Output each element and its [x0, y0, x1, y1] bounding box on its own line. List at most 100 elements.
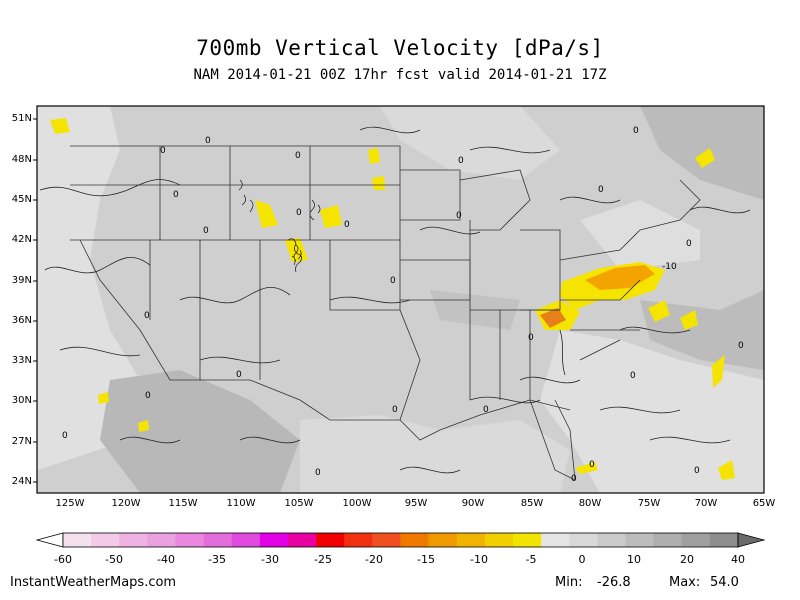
contour-label: 0 — [738, 341, 744, 351]
lon-label: 110W — [226, 498, 256, 509]
uplift-band-sea — [712, 355, 725, 388]
max-value: 54.0 — [710, 575, 739, 590]
colorbar-tick-label: -60 — [54, 553, 72, 566]
field-light-canada — [380, 106, 560, 180]
lat-label: 30N — [11, 395, 32, 406]
field-light-northeast — [580, 200, 700, 270]
uplift-band-dakota — [320, 205, 342, 228]
contour-label: 0 — [633, 126, 639, 136]
colorbar-tick-label: -20 — [365, 553, 383, 566]
colorbar-swatch — [344, 533, 373, 547]
lat-label: 48N — [11, 154, 32, 165]
colorbar-swatch — [147, 533, 176, 547]
colorbar-swatch — [288, 533, 317, 547]
colorbar-tick-label: 20 — [680, 553, 694, 566]
chart-title: 700mb Vertical Velocity [dPa/s] — [196, 36, 604, 60]
lat-label: 24N — [11, 476, 32, 487]
colorbar-swatch — [259, 533, 289, 547]
uplift-band-sea2 — [718, 460, 735, 480]
contour-label: 0 — [458, 156, 464, 166]
colorbar-tick-label: 0 — [578, 553, 586, 566]
contour-label: 0 — [390, 276, 396, 286]
min-label: Min: — [555, 575, 583, 590]
contour-label: 0 — [630, 371, 636, 381]
colorbar-swatch — [316, 533, 345, 547]
contour-label-negative: -10 — [662, 262, 677, 272]
contour-label: 0 — [315, 468, 321, 478]
contour-value-labels: 0 0 0 0 0 0 0 0 0 0 0 0 0 0 0 0 0 0 0 0 … — [62, 126, 744, 484]
field-dark-hudson — [640, 106, 764, 200]
colorbar-tick-label: -15 — [417, 553, 435, 566]
lon-label: 100W — [342, 498, 372, 509]
contour-label: 0 — [236, 370, 242, 380]
contour-label: 0 — [203, 226, 209, 236]
contour-label: 0 — [62, 431, 68, 441]
contour-label: 0 — [144, 311, 150, 321]
colorbar-arrow-high — [737, 532, 766, 548]
contour-label: 0 — [145, 391, 151, 401]
lon-label: 125W — [55, 498, 85, 509]
contour-label: 0 — [686, 239, 692, 249]
lon-label: 105W — [284, 498, 314, 509]
uplift-band-midatlantic-core — [585, 265, 655, 290]
colorbar-swatch — [231, 533, 261, 547]
uplift-band-montana2 — [372, 176, 385, 190]
lon-label: 65W — [752, 498, 776, 509]
colorbar-swatch — [541, 533, 570, 547]
field-light-gulf — [300, 415, 570, 493]
site-credit: InstantWeatherMaps.com — [10, 575, 177, 590]
contour-label: 0 — [571, 474, 577, 484]
colorbar-swatch — [91, 533, 120, 547]
uplift-band-offshore — [648, 300, 670, 322]
colorbar-tick-label: -30 — [261, 553, 279, 566]
colorbar-tick-label: -50 — [105, 553, 123, 566]
colorbar-swatch — [456, 533, 486, 547]
lat-label: 36N — [11, 315, 32, 326]
uplift-band-offshore2 — [680, 310, 698, 330]
colorbar-tick-label: -40 — [157, 553, 175, 566]
colorbar-tick-label: -5 — [525, 553, 537, 566]
colorbar-tick-label: 40 — [731, 553, 745, 566]
contour-label: 0 — [160, 146, 166, 156]
colorbar-swatch — [625, 533, 654, 547]
colorbar-swatch — [63, 533, 92, 547]
colorbar-swatch — [681, 533, 711, 547]
uplift-band-baja — [98, 392, 109, 404]
colorbar-swatch — [175, 533, 204, 547]
uplift-band-baja2 — [138, 420, 149, 432]
contour-lines — [39, 126, 751, 474]
contour-label: 0 — [528, 333, 534, 343]
lat-label: 51N — [11, 113, 32, 124]
field-dark-atlantic — [640, 290, 764, 370]
uplift-band-montana — [368, 148, 380, 164]
lon-label: 75W — [637, 498, 661, 509]
colorbar-swatch — [372, 533, 401, 547]
field-light-atlantic — [540, 330, 764, 493]
field-dark-mexico — [100, 370, 300, 493]
colorbar-swatch — [428, 533, 458, 547]
min-value: -26.8 — [597, 575, 631, 590]
uplift-band-rockies — [255, 200, 278, 228]
colorbar-tick-label: -25 — [314, 553, 332, 566]
contour-label: 0 — [456, 211, 462, 221]
colorbar-swatch — [653, 533, 683, 547]
lat-label: 27N — [11, 436, 32, 447]
colorbar-swatch — [400, 533, 429, 547]
contour-label: 0 — [295, 151, 301, 161]
lat-label: 39N — [11, 275, 32, 286]
lon-label: 95W — [404, 498, 428, 509]
map-frame — [36, 105, 765, 494]
colorbar-arrow-low — [35, 532, 64, 548]
colorbar-swatch — [513, 533, 542, 547]
colorbar-swatch — [119, 533, 148, 547]
lat-label: 33N — [11, 355, 32, 366]
uplift-band-bahamas — [575, 462, 598, 474]
contour-label: 0 — [296, 208, 302, 218]
uplift-band-pacnw — [50, 118, 70, 134]
contour-label: 0 — [344, 220, 350, 230]
colorbar-tick-label: -10 — [470, 553, 488, 566]
uplift-band-quebec — [695, 148, 715, 168]
axis-ticks — [33, 118, 37, 483]
contour-label: 0 — [205, 136, 211, 146]
